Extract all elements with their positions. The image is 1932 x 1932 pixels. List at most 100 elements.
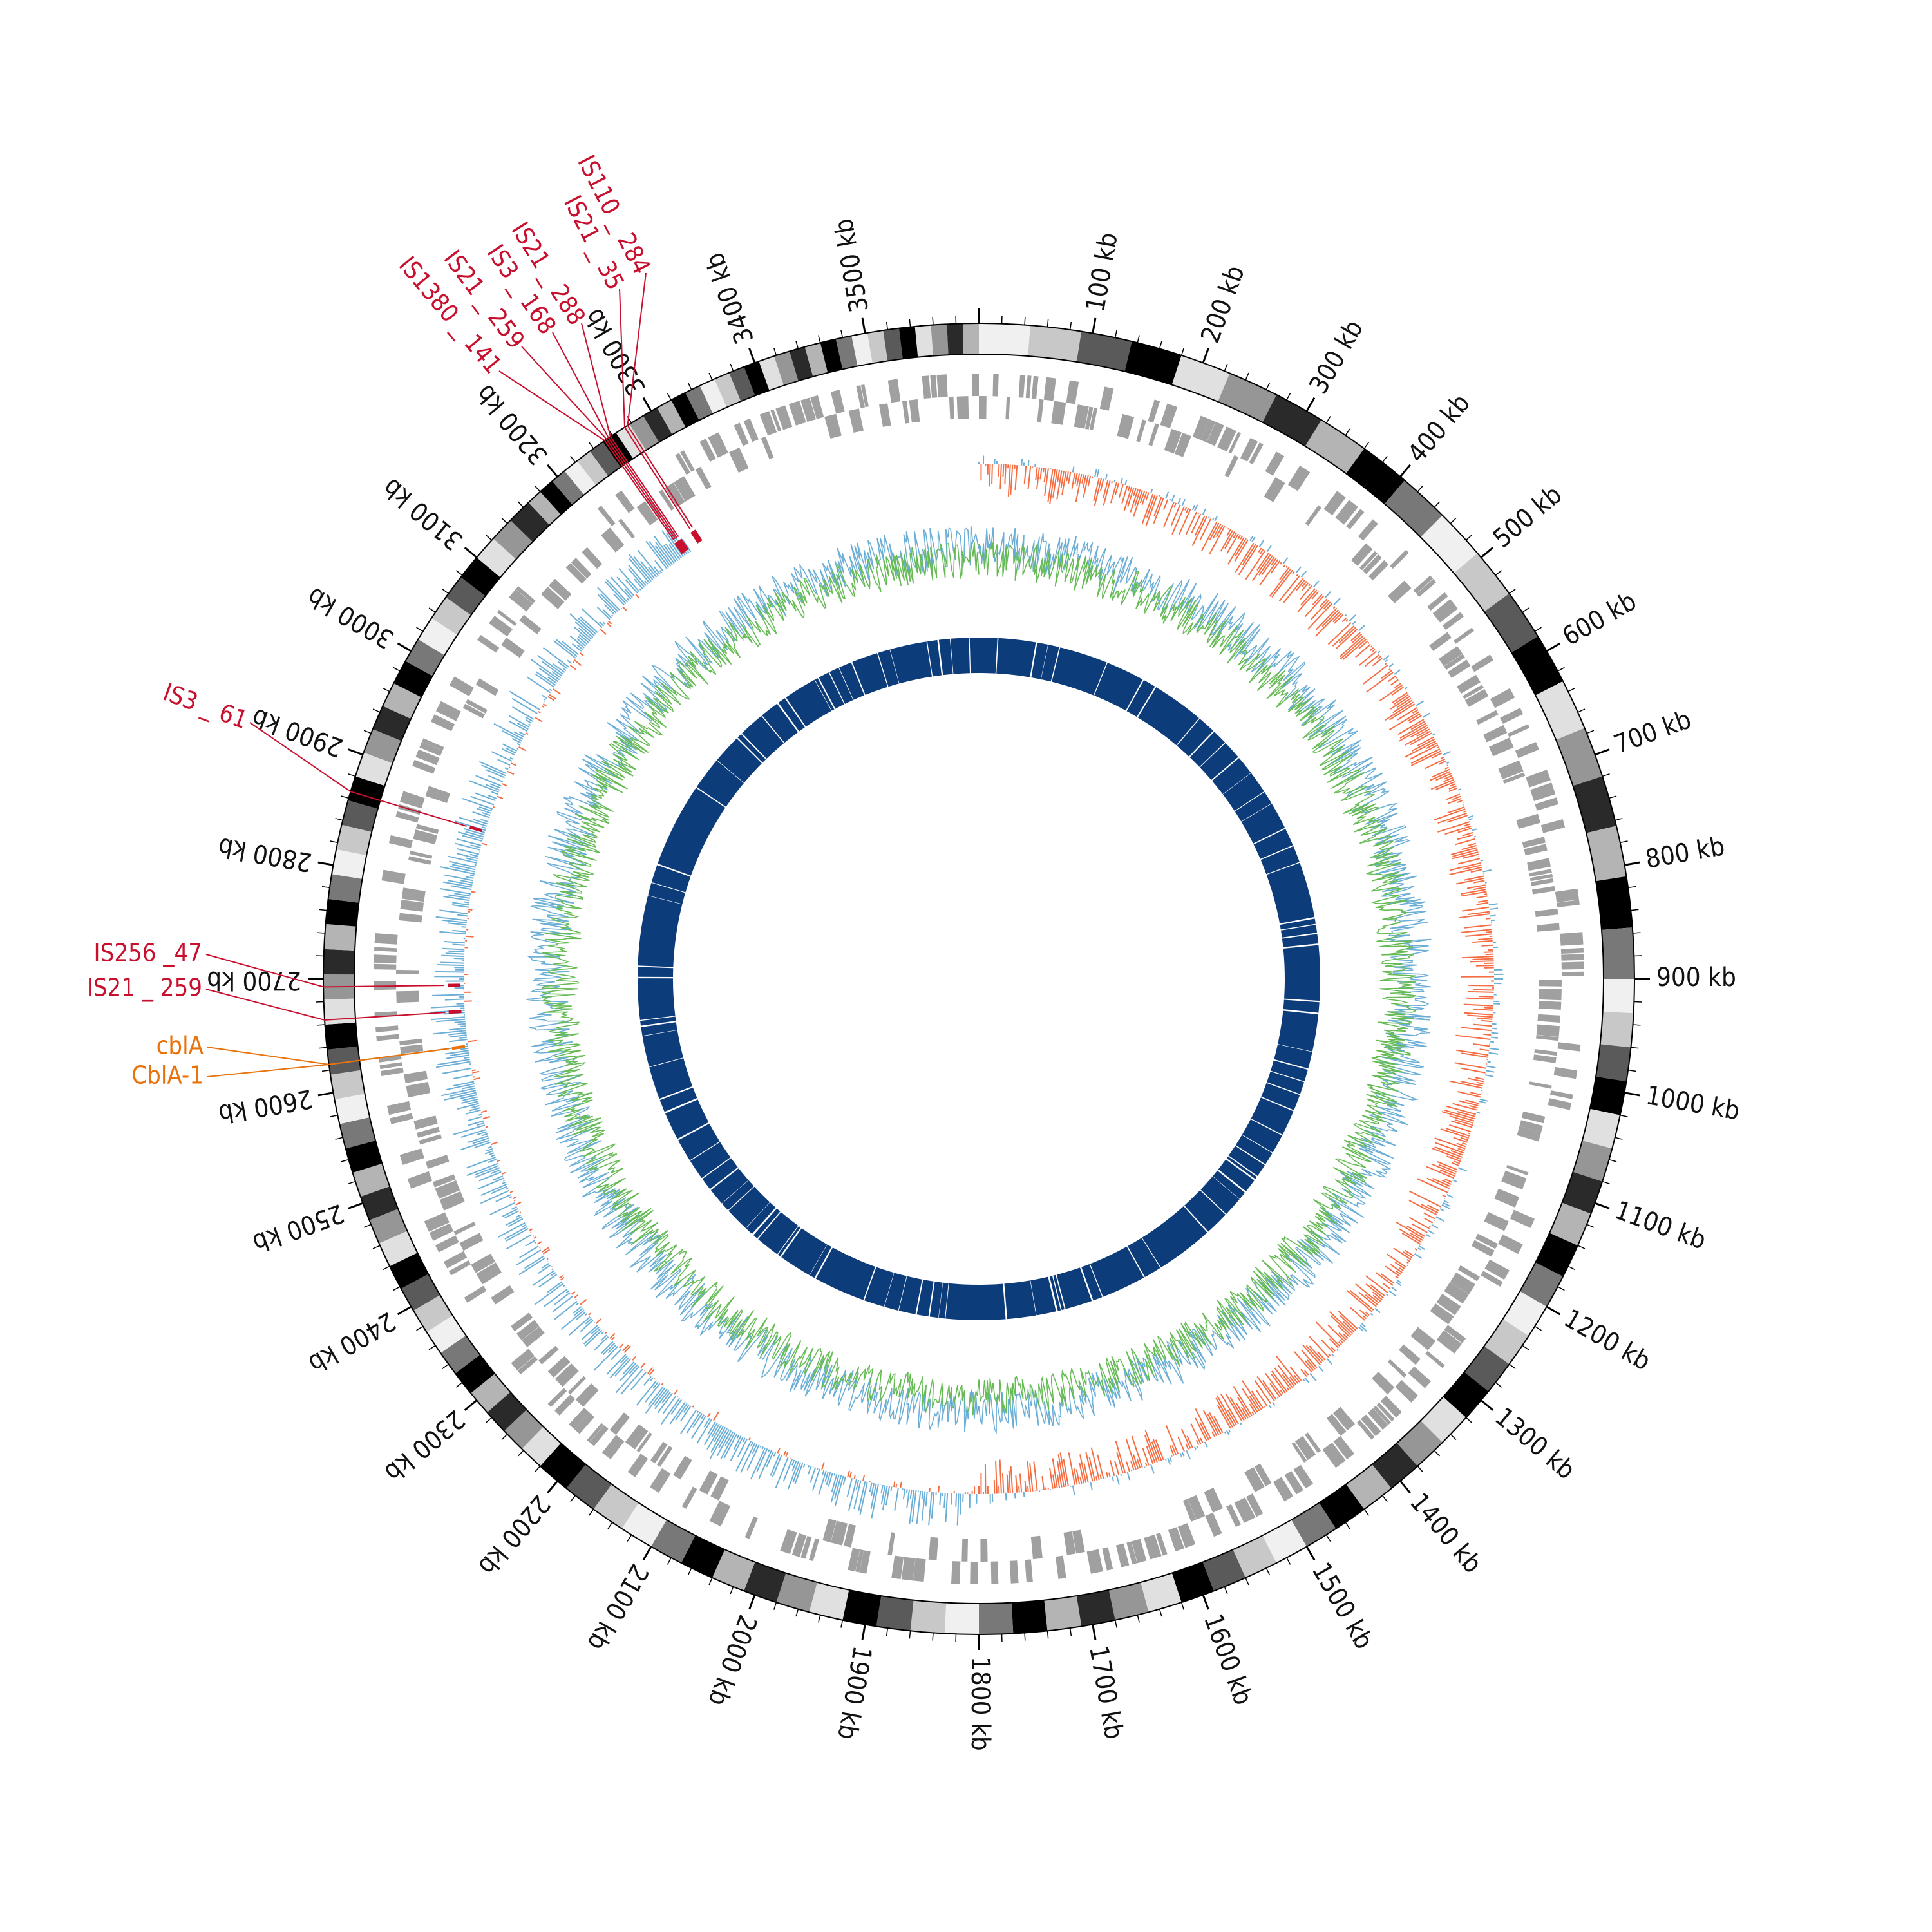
gc-skew-bar xyxy=(1094,478,1103,506)
gc-skew-bar xyxy=(585,1318,592,1325)
gc-skew-bar xyxy=(542,647,569,668)
gc-skew-bar xyxy=(471,1104,480,1108)
gc-skew-bar xyxy=(1396,1279,1401,1283)
gc-skew-bar xyxy=(1452,849,1478,857)
gc-skew-bar xyxy=(909,1490,914,1524)
inner-ring-gap xyxy=(663,1097,700,1115)
gc-skew-bar xyxy=(1408,1217,1430,1229)
gc-skew-bar xyxy=(624,589,633,598)
ideogram-band xyxy=(789,346,813,381)
minor-tick xyxy=(321,1069,330,1072)
gc-skew-bar xyxy=(1191,504,1196,511)
gene-block xyxy=(582,547,603,569)
major-tick xyxy=(1399,1480,1411,1494)
gc-skew-bar xyxy=(1256,553,1270,571)
gc-skew-bar xyxy=(481,764,506,777)
ideogram-band xyxy=(540,1443,586,1489)
gc-skew-bar xyxy=(1320,598,1328,607)
gc-skew-bar xyxy=(607,1344,617,1354)
inner-ring-gap xyxy=(739,732,768,761)
ideogram-band xyxy=(460,557,500,596)
gc-skew-bar xyxy=(1408,1190,1441,1208)
gc-skew-bar xyxy=(516,748,518,750)
gene-block xyxy=(1537,923,1560,932)
gc-skew-bar xyxy=(1245,550,1266,580)
gc-skew-bar xyxy=(683,1404,690,1413)
gc-skew-bar xyxy=(516,722,529,730)
gc-skew-bar xyxy=(960,1493,962,1515)
annotation-leader xyxy=(619,288,691,530)
inner-ring-gap xyxy=(750,1206,779,1237)
gene-block xyxy=(1063,1531,1076,1555)
gc-skew-bar xyxy=(1043,468,1045,473)
gc-skew-bar xyxy=(1461,891,1487,897)
ideogram-band xyxy=(1076,1589,1115,1627)
gc-skew-bar xyxy=(1359,1325,1368,1332)
minor-tick xyxy=(455,570,463,576)
minor-tick xyxy=(1466,1417,1472,1423)
gc-skew-bar xyxy=(459,1036,468,1039)
gc-skew-bar xyxy=(1193,1446,1197,1450)
gc-skew-bar xyxy=(1434,808,1466,821)
minor-tick xyxy=(363,730,372,734)
gc-skew-bar xyxy=(530,658,560,681)
gc-skew-bar xyxy=(1214,515,1218,522)
minor-tick xyxy=(708,1577,713,1586)
ideogram-band xyxy=(328,874,363,903)
gc-skew-bar xyxy=(1411,1223,1428,1233)
gc-skew-bar xyxy=(1435,1216,1445,1222)
gc-skew-bar xyxy=(1145,492,1150,501)
gene-block xyxy=(810,395,824,419)
minor-tick xyxy=(1522,607,1530,613)
gc-skew-bar xyxy=(1430,779,1455,790)
tick-label: 2500 kb xyxy=(249,1198,348,1258)
gc-skew-bar xyxy=(528,723,531,726)
gene-block xyxy=(800,1535,812,1559)
gc-skew-bar xyxy=(553,1292,571,1305)
gene-block xyxy=(824,413,842,439)
gc-skew-bar xyxy=(1358,1291,1377,1307)
major-tick xyxy=(317,861,334,866)
gene-block xyxy=(1371,1371,1395,1395)
gc-skew-bar xyxy=(1343,1333,1349,1339)
inner-ring-gap xyxy=(813,677,833,713)
minor-tick xyxy=(1159,1609,1162,1617)
gene-block xyxy=(665,482,685,507)
gc-skew-bar xyxy=(1370,1312,1374,1316)
minor-tick xyxy=(1434,501,1441,508)
gc-skew-bar xyxy=(669,1401,686,1425)
gc-skew-bar xyxy=(1476,1112,1481,1114)
gc-skew-bar xyxy=(1489,907,1499,911)
gc-skew-bar xyxy=(1444,775,1453,780)
gc-skew-bar xyxy=(775,1457,789,1489)
minor-tick xyxy=(607,1522,613,1530)
minor-tick xyxy=(1567,687,1576,692)
gc-skew-bar xyxy=(703,1417,710,1428)
gene-block xyxy=(1388,580,1412,603)
gc-skew-bar xyxy=(1258,539,1265,547)
gene-block xyxy=(1031,375,1039,399)
gc-skew-bar xyxy=(1266,545,1272,553)
minor-tick xyxy=(795,1609,799,1617)
gc-skew-bar xyxy=(1432,1177,1451,1188)
gc-skew-bar xyxy=(1259,549,1264,555)
gene-block xyxy=(979,396,987,419)
gc-skew-bar xyxy=(1274,1367,1291,1390)
gc-skew-bar xyxy=(474,864,477,866)
gc-skew-bar xyxy=(1131,1435,1143,1468)
gc-skew-bar xyxy=(1066,471,1069,482)
gc-skew-bar xyxy=(1081,474,1084,484)
gene-block xyxy=(1367,1408,1388,1430)
gene-block xyxy=(1530,873,1553,882)
gc-skew-bar xyxy=(1329,1311,1353,1334)
ideogram-band xyxy=(471,1374,511,1413)
ideogram-band xyxy=(383,683,422,719)
gene-block xyxy=(1436,1330,1462,1354)
gc-skew-bar xyxy=(556,639,578,658)
gc-skew-bar xyxy=(1251,1411,1255,1416)
minor-tick xyxy=(1180,1602,1185,1610)
gc-skew-bar xyxy=(1440,756,1444,759)
gc-skew-bar xyxy=(1191,516,1208,547)
ideogram-band xyxy=(1262,1520,1307,1563)
gene-block xyxy=(674,476,696,502)
